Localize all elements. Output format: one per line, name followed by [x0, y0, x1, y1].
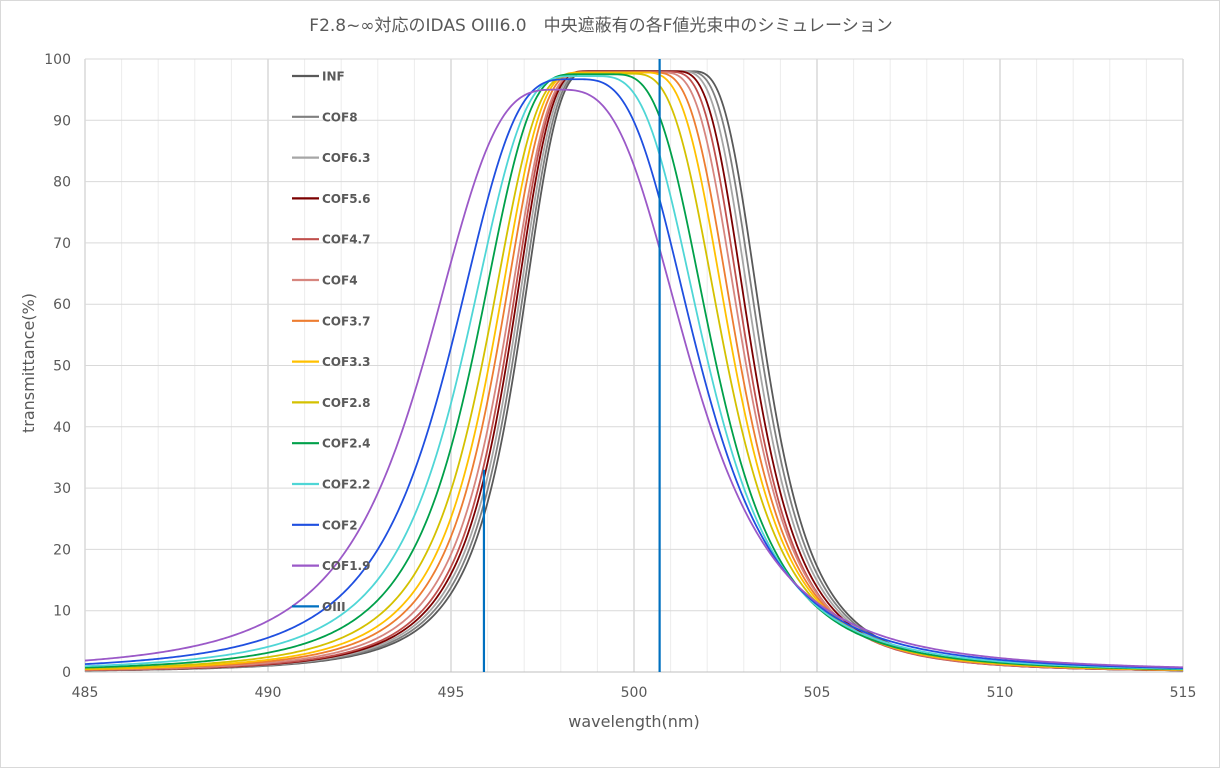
legend-label: OIII: [322, 600, 346, 614]
series-line-cof1-9: [84, 88, 1184, 669]
chart-title: F2.8~∞対応のIDAS OIII6.0 中央遮蔽有の各F値光束中のシミュレー…: [309, 16, 892, 36]
x-tick-label: 510: [987, 685, 1014, 701]
legend-label: INF: [322, 70, 345, 84]
legend-item-cof1-9: COF1.9: [292, 559, 370, 573]
legend-item-cof2-8: COF2.8: [292, 396, 370, 410]
x-tick-label: 485: [72, 685, 99, 701]
legend-label: COF4: [322, 274, 358, 288]
legend-item-cof2-4: COF2.4: [292, 437, 370, 451]
legend-item-oiii: OIII: [292, 600, 346, 614]
legend-label: COF2: [322, 518, 358, 532]
legend-label: COF3.7: [322, 314, 370, 328]
y-tick-label: 30: [53, 481, 71, 497]
legend-item-cof3-7: COF3.7: [292, 314, 370, 328]
legend-item-inf: INF: [292, 70, 345, 84]
x-tick-label: 505: [804, 685, 831, 701]
y-tick-label: 60: [53, 297, 71, 313]
y-tick-label: 10: [53, 604, 71, 620]
y-tick-label: 20: [53, 542, 71, 558]
series-line-cof2-4: [84, 73, 1184, 671]
legend-item-cof3-3: COF3.3: [292, 355, 370, 369]
legend-label: COF2.8: [322, 396, 370, 410]
legend-label: COF8: [322, 110, 358, 124]
x-tick-label: 495: [438, 685, 465, 701]
legend: INF COF8 COF6.3 COF5.6 COF4.7 COF4 COF3.7 COF3.…: [292, 70, 370, 614]
tick-layer: 485 490 495 500 505 510 515 0 10 20 30 40 50 60 70 80 90…: [44, 52, 1196, 701]
y-tick-label: 90: [53, 113, 71, 129]
y-axis-label: transmittance(%): [19, 293, 38, 433]
y-tick-label: 40: [53, 420, 71, 436]
legend-item-cof8: COF8: [292, 110, 358, 124]
legend-item-cof5-6: COF5.6: [292, 192, 370, 206]
x-axis-label: wavelength(nm): [568, 712, 699, 731]
legend-label: COF4.7: [322, 233, 370, 247]
y-tick-label: 50: [53, 359, 71, 375]
y-tick-label: 80: [53, 175, 71, 191]
legend-label: COF1.9: [322, 559, 370, 573]
series-line-cof2: [84, 78, 1184, 669]
legend-label: COF2.2: [322, 478, 370, 492]
curve-layer: [84, 59, 1184, 672]
grid-layer: [84, 58, 1184, 673]
legend-item-cof4-7: COF4.7: [292, 233, 370, 247]
x-tick-label: 490: [255, 685, 282, 701]
x-tick-label: 515: [1170, 685, 1197, 701]
legend-item-cof2: COF2: [292, 518, 358, 532]
y-tick-label: 70: [53, 236, 71, 252]
y-tick-label: 100: [44, 52, 71, 68]
series-line-cof2-2: [84, 75, 1184, 670]
legend-item-cof2-2: COF2.2: [292, 478, 370, 492]
legend-item-cof4: COF4: [292, 274, 358, 288]
legend-label: COF6.3: [322, 151, 370, 165]
legend-item-cof6-3: COF6.3: [292, 151, 370, 165]
legend-label: COF3.3: [322, 355, 370, 369]
legend-label: COF5.6: [322, 192, 370, 206]
legend-label: COF2.4: [322, 437, 370, 451]
y-tick-label: 0: [62, 665, 71, 681]
x-tick-label: 500: [621, 685, 648, 701]
